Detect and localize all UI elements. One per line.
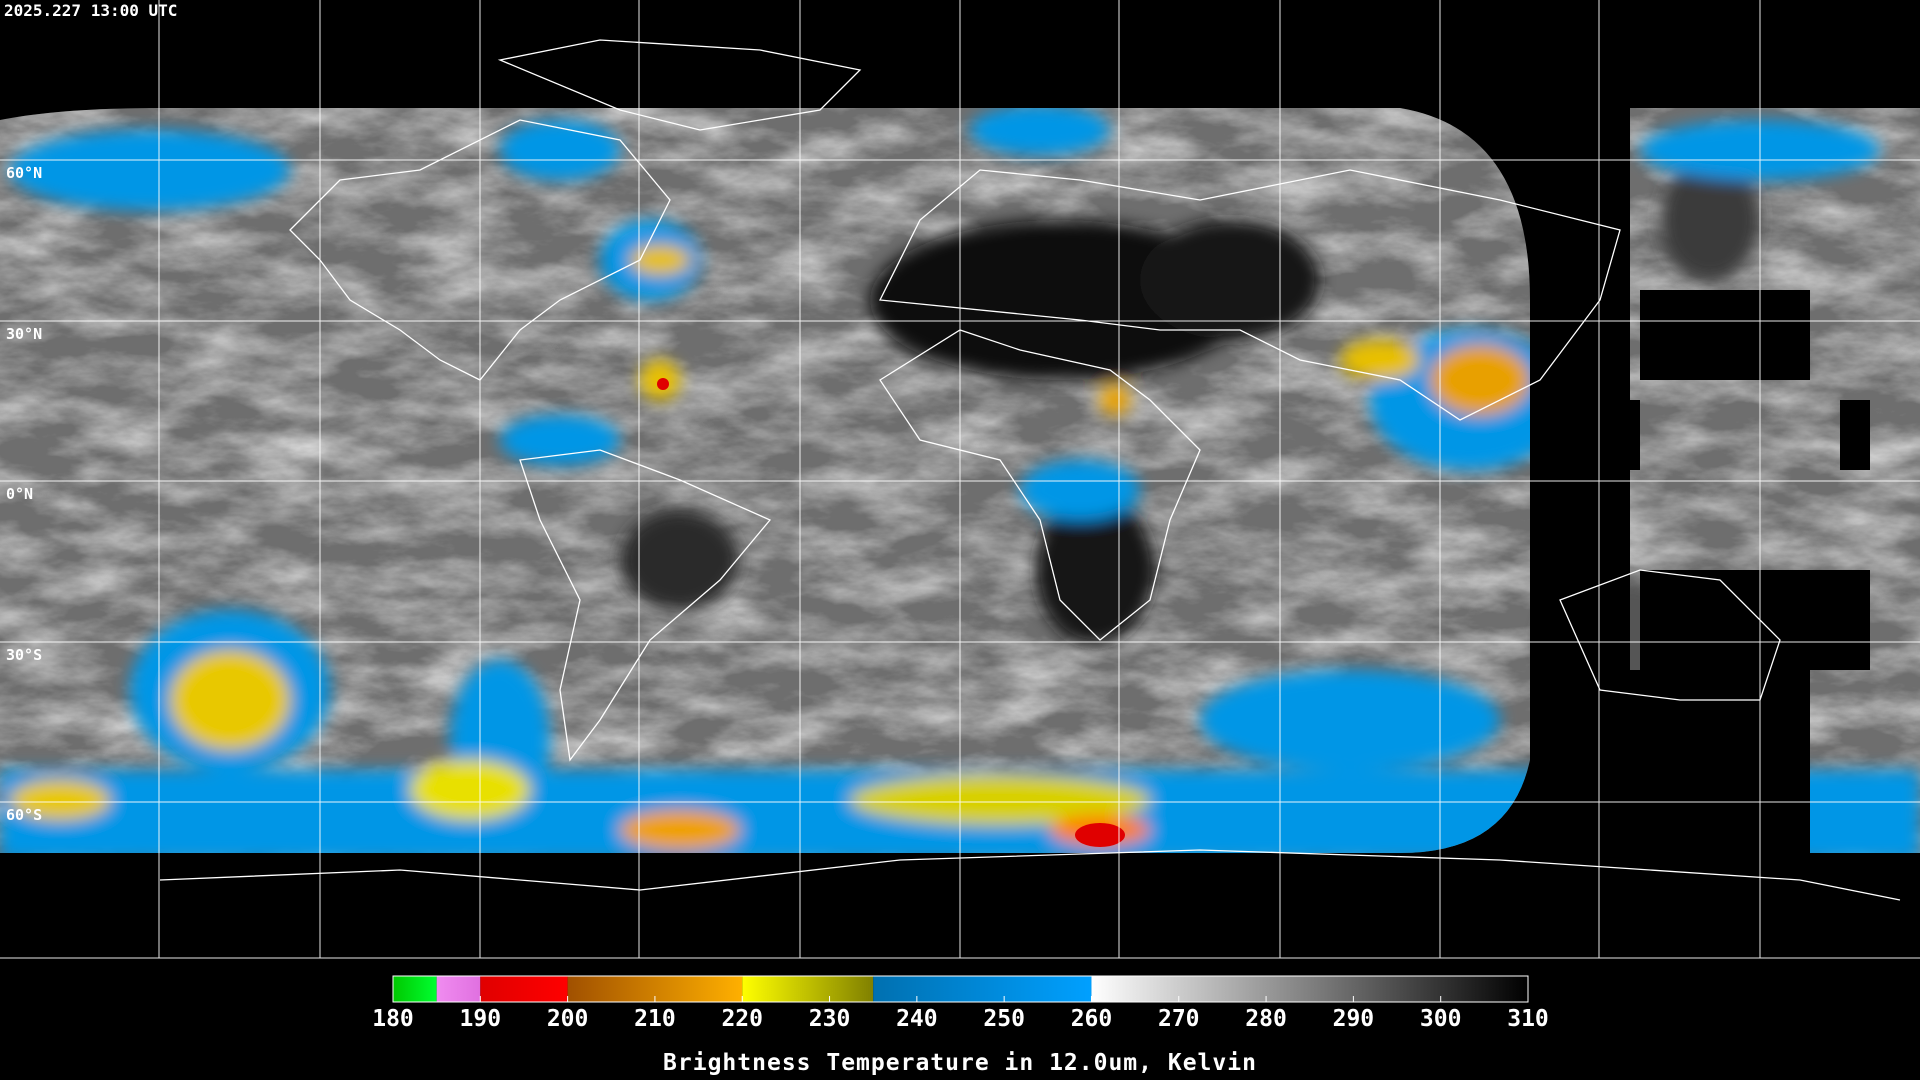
colorbar-tick-label: 210: [634, 1006, 676, 1032]
latitude-label: 30°N: [6, 325, 42, 343]
colorbar-title: Brightness Temperature in 12.0um, Kelvin: [663, 1050, 1257, 1076]
colorbar-segment: [480, 976, 568, 1002]
colorbar-tick-label: 310: [1507, 1006, 1549, 1032]
latitude-label: 0°N: [6, 485, 33, 503]
colorbar-segment: [393, 976, 437, 1002]
latitude-labels: 60°N 30°N 0°N 30°S 60°S: [6, 164, 42, 824]
colorbar-tick-label: 180: [372, 1006, 414, 1032]
colorbar-segment: [873, 976, 1092, 1002]
colorbar-segment: [436, 976, 481, 1002]
latitude-label: 30°S: [6, 646, 42, 664]
colorbar-tick-label: 260: [1071, 1006, 1113, 1032]
latitude-label: 60°S: [6, 806, 42, 824]
colorbar-tick-label: 200: [547, 1006, 589, 1032]
latitude-label: 60°N: [6, 164, 42, 182]
colorbar-segment: [1091, 976, 1528, 1002]
colorbar-tick-label: 290: [1333, 1006, 1375, 1032]
colorbar-tick-label: 250: [983, 1006, 1025, 1032]
colorbar-tick-label: 280: [1245, 1006, 1287, 1032]
colorbar-tick-label: 300: [1420, 1006, 1462, 1032]
graticule: [0, 0, 1920, 959]
colorbar-tick-label: 220: [721, 1006, 763, 1032]
colorbar: 180 190 200 210 220 230 240 250 260 270 280 290 300 3…: [372, 975, 1549, 1032]
coastlines: [159, 39, 1901, 901]
colorbar-tick-label: 270: [1158, 1006, 1200, 1032]
timestamp: 2025.227 13:00 UTC: [4, 1, 177, 20]
colorbar-frame: [392, 975, 1529, 1003]
colorbar-tick-label: 230: [809, 1006, 851, 1032]
colorbar-tick-label: 240: [896, 1006, 938, 1032]
colorbar-segment: [742, 976, 874, 1002]
colorbar-tick-label: 190: [460, 1006, 502, 1032]
